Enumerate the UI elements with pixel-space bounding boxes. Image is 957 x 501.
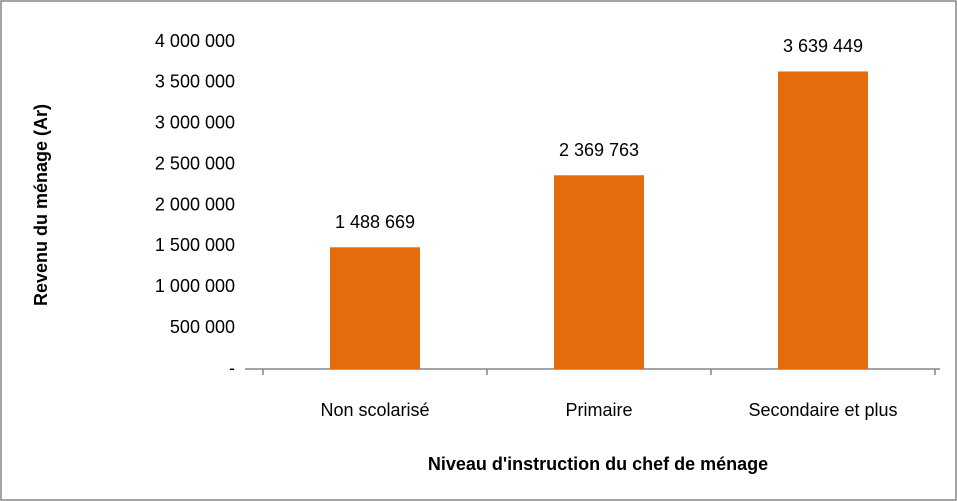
bar (554, 175, 644, 369)
y-tick-label: 3 000 000 (155, 113, 235, 133)
x-tick-label: Secondaire et plus (748, 400, 897, 420)
y-tick-label: 2 000 000 (155, 194, 235, 214)
data-label: 1 488 669 (335, 212, 415, 232)
data-label: 3 639 449 (783, 36, 863, 56)
y-tick-label: 3 500 000 (155, 72, 235, 92)
bar (330, 247, 420, 369)
x-tick-label: Non scolarisé (320, 400, 429, 420)
y-tick-label: 500 000 (170, 317, 235, 337)
bar (778, 71, 868, 370)
y-axis-title: Revenu du ménage (Ar) (31, 104, 51, 306)
y-tick-label: - (229, 358, 235, 378)
x-tick-label: Primaire (565, 400, 632, 420)
y-tick-label: 1 000 000 (155, 276, 235, 296)
x-axis-title: Niveau d'instruction du chef de ménage (428, 454, 768, 474)
y-tick-label: 1 500 000 (155, 235, 235, 255)
y-tick-label: 2 500 000 (155, 153, 235, 173)
data-label: 2 369 763 (559, 140, 639, 160)
y-tick-label: 4 000 000 (155, 31, 235, 51)
